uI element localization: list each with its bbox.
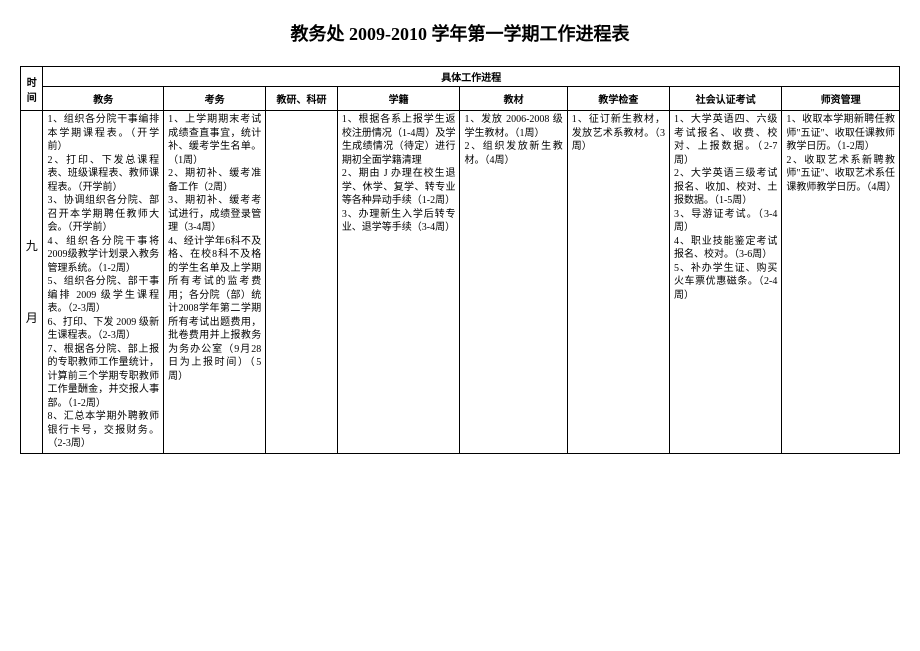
content-kw: 1、上学期期末考试成绩查直事宜，统计补、缓考学生名单。（1周）2、期初补、缓考准… bbox=[168, 113, 261, 383]
cell-xj: 1、根据各系上报学生返校注册情况（1-4周）及学生成绩情况（待定）进行期初全面学… bbox=[337, 111, 460, 454]
content-shrz: 1、大学英语四、六级考试报名、收费、校对、上报数据。（2-7周）2、大学英语三级… bbox=[674, 113, 777, 302]
header-jxjc: 教学检查 bbox=[567, 87, 669, 111]
content-szgl: 1、收取本学期新聘任教师"五证"、收取任课教师教学日历。（1-2周）2、收取艺术… bbox=[786, 113, 895, 194]
cell-jxjc: 1、征订新生教材，发放艺术系教材。（3周） bbox=[567, 111, 669, 454]
header-jyky: 教研、科研 bbox=[266, 87, 338, 111]
header-shrz: 社会认证考试 bbox=[669, 87, 781, 111]
cell-szgl: 1、收取本学期新聘任教师"五证"、收取任课教师教学日历。（1-2周）2、收取艺术… bbox=[782, 111, 900, 454]
cell-jw: 1、组织各分院干事编排本学期课程表。（开学前）2、打印、下发总课程表、班级课程表… bbox=[43, 111, 164, 454]
header-process: 具体工作进程 bbox=[43, 67, 900, 87]
content-jw: 1、组织各分院干事编排本学期课程表。（开学前）2、打印、下发总课程表、班级课程表… bbox=[47, 113, 159, 451]
header-kw: 考务 bbox=[164, 87, 266, 111]
header-xj: 学籍 bbox=[337, 87, 460, 111]
cell-shrz: 1、大学英语四、六级考试报名、收费、校对、上报数据。（2-7周）2、大学英语三级… bbox=[669, 111, 781, 454]
header-jw: 教务 bbox=[43, 87, 164, 111]
cell-time: 九 月 bbox=[21, 111, 43, 454]
header-time: 时间 bbox=[21, 67, 43, 111]
cell-jyky bbox=[266, 111, 338, 454]
content-jc: 1、发放 2006-2008 级学生教材。（1周）2、组织发放新生教材。（4周） bbox=[464, 113, 562, 167]
header-szgl: 师资管理 bbox=[782, 87, 900, 111]
content-xj: 1、根据各系上报学生返校注册情况（1-4周）及学生成绩情况（待定）进行期初全面学… bbox=[342, 113, 456, 235]
table-row: 九 月 1、组织各分院干事编排本学期课程表。（开学前）2、打印、下发总课程表、班… bbox=[21, 111, 900, 454]
cell-kw: 1、上学期期末考试成绩查直事宜，统计补、缓考学生名单。（1周）2、期初补、缓考准… bbox=[164, 111, 266, 454]
content-jxjc: 1、征订新生教材，发放艺术系教材。（3周） bbox=[572, 113, 665, 154]
cell-jc: 1、发放 2006-2008 级学生教材。（1周）2、组织发放新生教材。（4周） bbox=[460, 111, 567, 454]
page-title: 教务处 2009-2010 学年第一学期工作进程表 bbox=[20, 20, 900, 46]
header-jc: 教材 bbox=[460, 87, 567, 111]
schedule-table: 时间 具体工作进程 教务 考务 教研、科研 学籍 教材 教学检查 社会认证考试 … bbox=[20, 66, 900, 454]
